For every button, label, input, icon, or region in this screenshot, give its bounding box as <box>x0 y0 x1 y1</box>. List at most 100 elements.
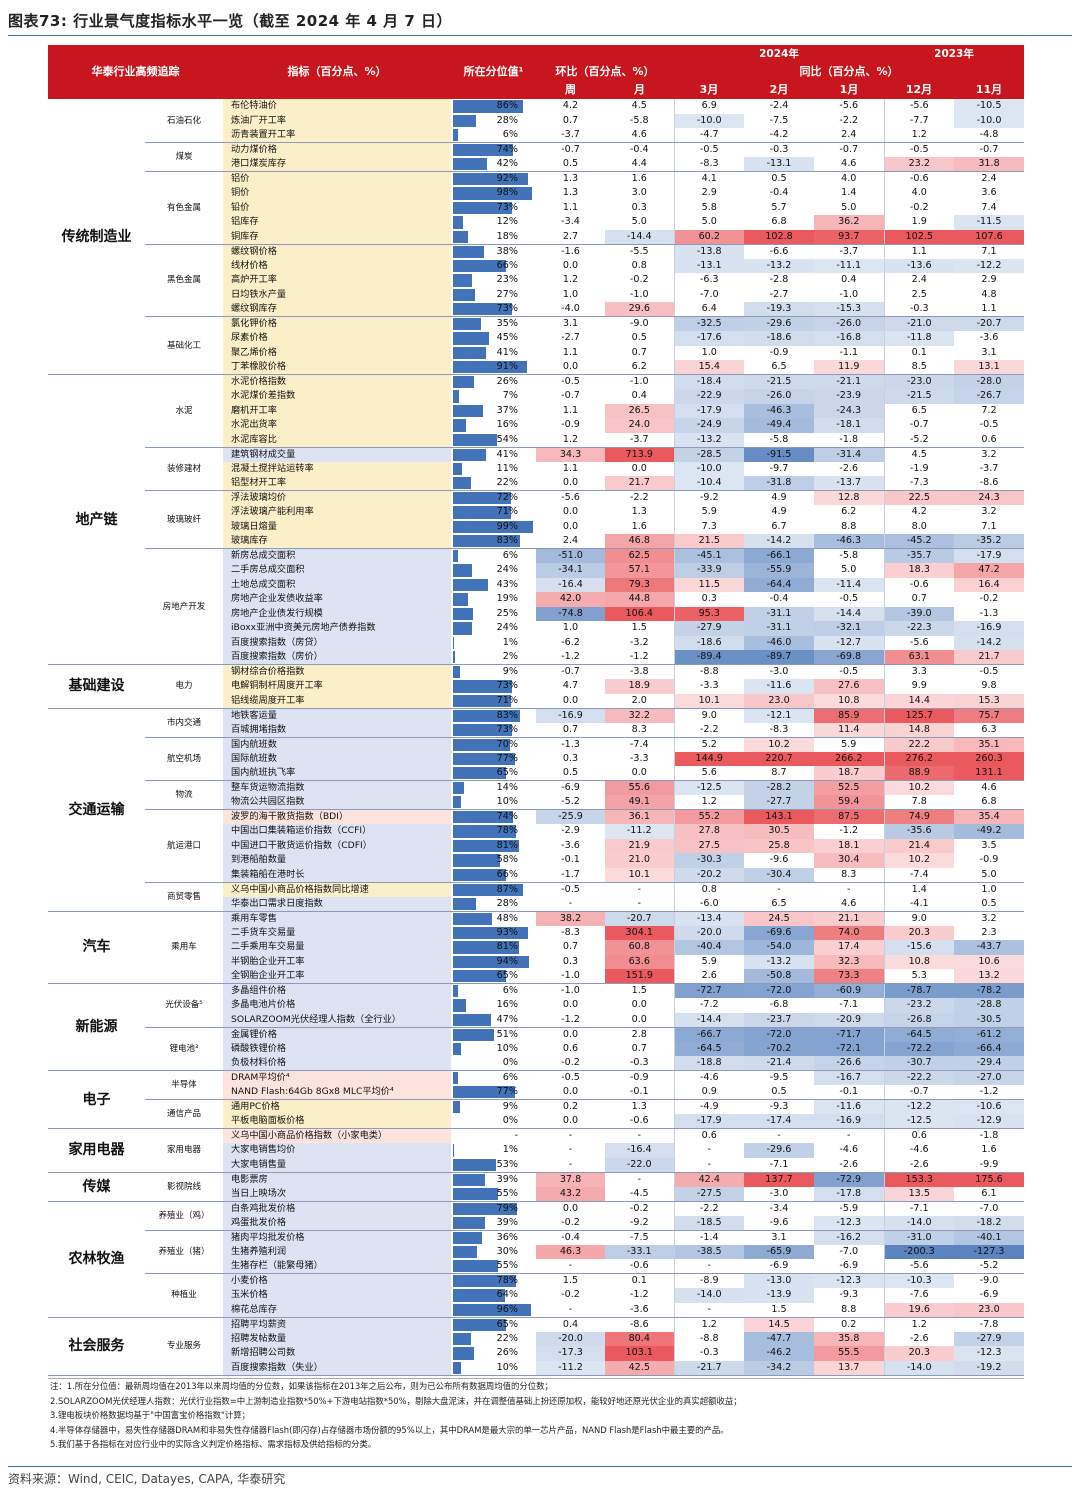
table-row: 国际航班数 77% 0.3 -3.3 144.9 220.7 266.2 276.2 260.3 <box>48 751 1025 766</box>
table-row: 土地总成交面积 43% -16.4 79.3 11.5 -64.4 -11.4 -0.6 16.… <box>48 577 1025 592</box>
value-cell: -18.6 <box>673 635 744 650</box>
table-row: 新能源 光伏设备⁵ 多晶组件价格 6% -1.0 1.5 -72.7 -72.0 -60.9 -7… <box>48 983 1025 1071</box>
value-cell: -13.2 <box>744 954 814 969</box>
value-cell: -10.5 <box>954 99 1025 114</box>
value-cell: 1.0 <box>562 288 579 300</box>
value-cell: 12.8 <box>814 490 884 505</box>
value-cell: -72.2 <box>883 1041 954 1056</box>
percentile-bar: 93% <box>451 926 536 941</box>
value-cell: -3.7 <box>605 432 674 448</box>
value-cell: -6.6 <box>769 245 789 257</box>
value-cell: 1.3 <box>562 187 579 199</box>
value-cell: -9.0 <box>629 318 649 329</box>
value-cell: -0.7 <box>979 144 999 155</box>
value-cell: 4.6 <box>814 157 884 172</box>
percentile-value: 86% <box>496 100 518 112</box>
value-cell: -20.2 <box>673 867 744 883</box>
percentile-value: 93% <box>496 926 518 938</box>
indicator-name: 平板电脑面板价格 <box>223 1114 451 1129</box>
value-cell: -3.8 <box>629 666 649 677</box>
value-cell: -0.7 <box>839 144 859 155</box>
value-cell: -46.3 <box>744 403 814 418</box>
value-cell: -14.0 <box>673 1288 744 1303</box>
percentile-fill <box>453 230 468 243</box>
value-cell: -13.6 <box>883 258 954 273</box>
table-row: 玻璃日熔量 99% 0.0 1.6 7.3 6.7 8.8 8.0 7.1 <box>48 519 1024 534</box>
value-cell: -7.8 <box>979 1318 999 1330</box>
value-cell: - <box>847 1130 851 1141</box>
value-cell: 5.3 <box>883 969 954 984</box>
indicator-name: 氯化钾价格 <box>223 316 451 331</box>
value-cell: -28.8 <box>954 998 1025 1013</box>
value-cell: -39.0 <box>883 606 954 621</box>
percentile-bar: 23% <box>451 273 536 288</box>
percentile-fill <box>453 1086 516 1098</box>
value-cell: -9.0 <box>979 1275 999 1286</box>
percentile-bar: 64% <box>451 1288 536 1303</box>
percentile-bar: 92% <box>451 172 536 187</box>
table-row: 生猪养殖利润 30% 46.3 -33.1 -38.5 -65.9 -7.0 -200.3 -1… <box>48 1244 1025 1259</box>
value-cell: -0.5 <box>561 376 580 387</box>
table-row: 高炉开工率 23% 1.2 -0.2 -6.3 -2.8 0.4 2.4 2.9 <box>48 273 1024 288</box>
subsector-label: 锂电池³ <box>145 1027 223 1071</box>
percentile-value: 2% <box>502 651 518 662</box>
subsector-label: 基础化工 <box>145 316 223 375</box>
percentile-fill <box>453 129 458 141</box>
value-cell: -4.5 <box>605 1186 674 1202</box>
percentile-fill <box>453 404 483 417</box>
value-cell: -17.8 <box>814 1186 884 1202</box>
percentile-bar: 2% <box>451 650 536 665</box>
percentile-bar: 9% <box>451 665 536 680</box>
value-cell: -51.0 <box>536 548 605 563</box>
header-yoy: 同比（百分点、%） <box>674 63 1025 81</box>
value-cell: 6.5 <box>883 403 954 418</box>
indicator-name: 玉米价格 <box>223 1288 451 1303</box>
value-cell: 1.2 <box>673 1317 744 1332</box>
value-cell: -7.5 <box>629 1231 649 1243</box>
value-cell: -12.7 <box>814 635 884 650</box>
indicator-name: iBoxx亚洲中资美元房地产债券指数 <box>223 621 451 636</box>
percentile-bar: 73% <box>451 201 536 216</box>
value-cell: 22.2 <box>883 737 954 752</box>
indicator-name: 港口煤炭库存 <box>223 157 451 172</box>
table-row: 大家电销售均价 1% - -16.4- -29.6 -4.6 -4.6 1.6 <box>48 1143 1024 1158</box>
value-cell: -60.9 <box>814 983 884 998</box>
table-row: 装修建材 建筑钢材成交量 41% 34.3 713.9 -28.5 -91.5 -31.4 4.… <box>48 447 1024 491</box>
value-cell: 0.7 <box>631 1042 647 1054</box>
table-row: 汽车 乘用车 乘用车零售 48% 38.2 -20.7 -13.4 24.5 21.1 9.0 3.… <box>48 911 1024 984</box>
indicator-name: 百城拥堵指数 <box>223 722 451 738</box>
value-cell: 0.0 <box>562 999 579 1011</box>
value-cell: -40.4 <box>673 940 744 955</box>
value-cell: -16.4 <box>536 577 605 592</box>
value-cell: 8.8 <box>814 1302 884 1318</box>
percentile-fill <box>453 1318 506 1331</box>
table-row: 有色金属 铝价 92% 1.3 1.6 4.1 0.5 4.0 -0.6 2.4 <box>48 171 1024 245</box>
percentile-bar: 16% <box>451 418 536 433</box>
value-cell: 6.5 <box>744 896 814 912</box>
percentile-value: 39% <box>496 1173 518 1185</box>
table-row: 炼油厂开工率 28% 0.7 -5.8 -10.0 -7.5 -2.2 -7.7 -10.0 <box>48 113 1025 128</box>
value-cell: -3.2 <box>629 636 649 648</box>
value-cell: -40.1 <box>954 1230 1025 1245</box>
table-row: 房地产企业发债收益率 19% 42.0 44.8 0.3 -0.4 -0.5 0.7 -0.2 <box>48 592 1024 607</box>
percentile-fill <box>453 361 527 373</box>
indicator-name: 乘用车零售 <box>223 911 451 926</box>
percentile-fill <box>453 811 513 823</box>
value-cell: 26.5 <box>605 403 674 418</box>
value-cell: 0.4 <box>562 1318 579 1330</box>
percentile-fill <box>453 346 487 359</box>
percentile-value: 98% <box>496 187 518 199</box>
value-cell: -17.6 <box>673 331 744 346</box>
value-cell: 44.8 <box>605 592 674 607</box>
percentile-fill <box>453 506 511 519</box>
table-row: 丁苯橡胶价格 91% 0.0 6.2 15.4 6.5 11.9 8.5 13.1 <box>48 360 1025 375</box>
value-cell: -6.9 <box>744 1259 814 1274</box>
percentile-value: 12% <box>496 216 518 228</box>
value-cell: 4.6 <box>814 896 884 912</box>
value-cell: -3.7 <box>839 245 859 257</box>
subsector-label: 专业服务 <box>145 1317 223 1376</box>
value-cell: -0.6 <box>605 1259 674 1274</box>
value-cell: -89.7 <box>744 650 814 665</box>
value-cell: -0.4 <box>769 593 789 605</box>
value-cell: -28.0 <box>954 374 1025 389</box>
